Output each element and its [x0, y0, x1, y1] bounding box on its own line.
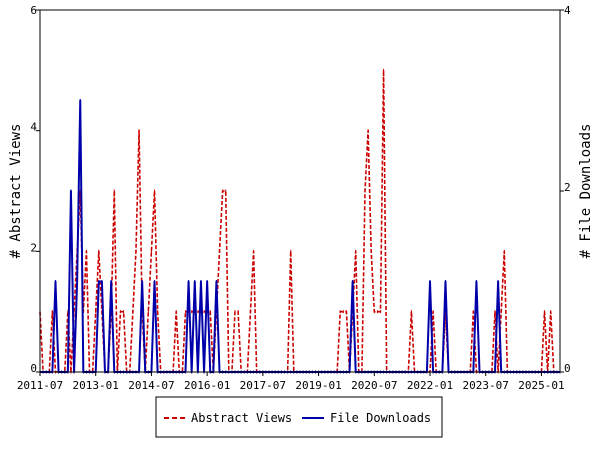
y-axis-left-title: # Abstract Views [8, 124, 24, 259]
legend-box [155, 396, 443, 438]
y-right-tick-label-0: 0 [564, 362, 571, 375]
legend-label-file-downloads: File Downloads [330, 411, 431, 425]
x-tick-label-4: 2017-07 [240, 379, 286, 392]
y-left-tick-label-0: 0 [30, 362, 37, 375]
x-tick-label-9: 2025-01 [518, 379, 564, 392]
axes-layer: 2011-07 2013-01 2014-07 2016-01 2017-07 2019-… [17, 4, 571, 392]
x-tick-label-3: 2016-01 [184, 379, 230, 392]
y-left-tick-label-2: 4 [30, 121, 37, 134]
x-tick-label-5: 2019-01 [295, 379, 341, 392]
x-tick-label-1: 2013-01 [73, 379, 119, 392]
legend: Abstract Views File Downloads [155, 396, 443, 438]
y-axis-right-title: # File Downloads [578, 124, 594, 259]
x-tick-label-8: 2023-07 [463, 379, 509, 392]
x-tick-label-6: 2020-07 [351, 379, 397, 392]
x-tick-label-0: 2011-07 [17, 379, 63, 392]
legend-label-abstract-views: Abstract Views [191, 411, 292, 425]
y-right-tick-label-1: 2 [564, 181, 571, 194]
y-left-tick-label-3: 6 [30, 4, 37, 17]
y-right-tick-label-2: 4 [564, 4, 571, 17]
x-tick-label-2: 2014-07 [128, 379, 174, 392]
x-tick-label-7: 2022-01 [407, 379, 453, 392]
y-left-tick-label-1: 2 [30, 241, 37, 254]
